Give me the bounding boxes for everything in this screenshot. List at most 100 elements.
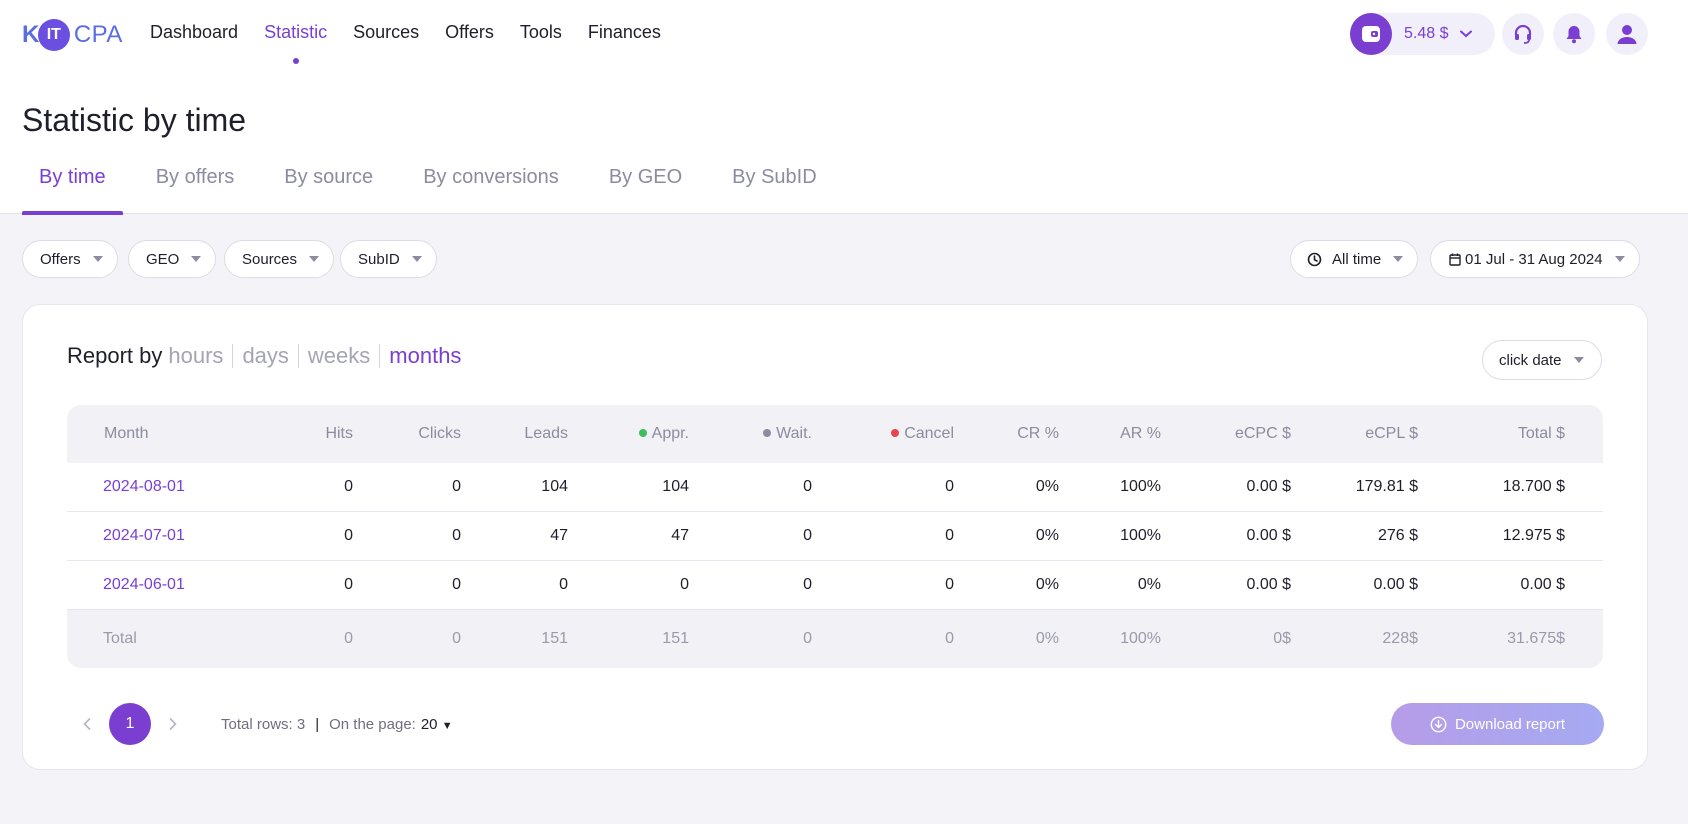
table-cell: 100% [1120, 478, 1161, 495]
month-cell: 2024-06-01 [67, 576, 257, 594]
col-month[interactable]: Month [104, 425, 149, 442]
notifications-button[interactable] [1553, 13, 1595, 55]
total-cell: 31.675$ [1507, 630, 1565, 647]
page-1-button[interactable]: 1 [109, 703, 151, 745]
period-filter[interactable]: All time [1290, 240, 1419, 278]
col-leads[interactable]: Leads [524, 425, 568, 442]
col-ecpc[interactable]: eCPC $ [1234, 425, 1291, 442]
divider [379, 344, 381, 368]
tab-by-source[interactable]: By source [284, 166, 374, 188]
nav-offers[interactable]: Offers [445, 22, 494, 42]
kitcpa-logo[interactable]: K IT CPA [22, 18, 123, 52]
table-cell: 18.700 $ [1502, 478, 1565, 495]
report-option-days[interactable]: days [242, 343, 289, 368]
date-type-select[interactable]: click date [1482, 340, 1602, 380]
table-cell: 0 [452, 576, 461, 593]
nav-dashboard[interactable]: Dashboard [150, 22, 239, 42]
bell-icon [1566, 26, 1582, 44]
wallet-balance-button[interactable]: 5.48 $ [1350, 13, 1495, 55]
caret-down-icon [92, 256, 103, 262]
total-cell: 0 [945, 630, 954, 647]
support-button[interactable] [1502, 13, 1544, 55]
total-cell: 151 [541, 630, 568, 647]
col-cr[interactable]: CR % [1017, 425, 1059, 442]
approved-status-dot [638, 429, 647, 437]
per-page-label: On the page: [329, 715, 416, 733]
nav-tools[interactable]: Tools [519, 22, 562, 42]
per-page-select[interactable]: 20 ▼ [421, 716, 453, 733]
cancel-status-dot [891, 429, 900, 437]
table-cell: 104 [541, 478, 568, 495]
nav-statistic[interactable]: Statistic [264, 22, 328, 64]
col-total[interactable]: Total $ [1517, 425, 1565, 442]
table-cell: 0% [1035, 478, 1059, 495]
tab-by-geo[interactable]: By GEO [608, 166, 683, 188]
tab-by-subid[interactable]: By SubID [732, 166, 817, 188]
col-waiting[interactable]: Wait. [689, 425, 812, 443]
month-link[interactable]: 2024-07-01 [103, 527, 185, 544]
rows-info: Total rows: 3 | On the page: 20 ▼ [221, 716, 453, 733]
geo-filter[interactable]: GEO [128, 240, 217, 278]
month-cell: 2024-08-01 [67, 478, 257, 496]
total-cell: 151 [662, 630, 689, 647]
table-cell: 0% [1137, 576, 1161, 593]
nav-finances[interactable]: Finances [587, 22, 661, 42]
geo-filter-label: GEO [146, 250, 180, 268]
month-link[interactable]: 2024-08-01 [103, 478, 185, 495]
tab-by-conversions[interactable]: By conversions [423, 166, 559, 188]
subid-filter-label: SubID [358, 250, 400, 268]
col-cancel-label: Cancel [904, 425, 954, 442]
col-ecpl[interactable]: eCPL $ [1365, 425, 1418, 442]
total-label: Total [103, 630, 137, 647]
report-option-months[interactable]: months [389, 343, 462, 368]
col-approved[interactable]: Appr. [568, 425, 689, 443]
table-row: 2024-07-01 0 0 47 47 0 0 0% 100% 0.00 $ … [67, 512, 1603, 561]
total-cell: 0 [803, 630, 812, 647]
table-cell: 276 $ [1377, 527, 1418, 544]
month-link[interactable]: 2024-06-01 [103, 576, 185, 593]
table-cell: 0 [803, 478, 812, 495]
col-clicks[interactable]: Clicks [418, 425, 461, 442]
tab-by-offers[interactable]: By offers [155, 166, 235, 188]
top-header: K IT CPA Dashboard Statistic Sources Off… [0, 0, 1688, 215]
prev-page-button[interactable] [67, 703, 107, 745]
divider [297, 344, 299, 368]
table-cell: 0% [1035, 527, 1059, 544]
sources-filter[interactable]: Sources [224, 240, 335, 278]
profile-button[interactable] [1606, 13, 1648, 55]
nav-sources[interactable]: Sources [353, 22, 420, 42]
user-icon [1617, 25, 1637, 44]
table-cell: 12.975 $ [1502, 527, 1565, 544]
table-cell: 0 [680, 576, 689, 593]
caret-down-icon: ▼ [441, 719, 453, 732]
table-cell: 0 [803, 527, 812, 544]
col-hits[interactable]: Hits [325, 425, 353, 442]
divider: | [315, 715, 320, 733]
offers-filter-label: Offers [40, 250, 81, 268]
table-row: 2024-08-01 0 0 104 104 0 0 0% 100% 0.00 … [67, 463, 1603, 512]
logo-circle: IT [37, 19, 70, 51]
table-cell: 179.81 $ [1355, 478, 1418, 495]
col-waiting-label: Wait. [776, 425, 812, 442]
caret-down-icon [191, 256, 202, 262]
col-ar[interactable]: AR % [1120, 425, 1161, 442]
table-row: 2024-06-01 0 0 0 0 0 0 0% 0% 0.00 $ 0.00… [67, 561, 1603, 610]
statistics-table: Month Hits Clicks Leads Appr. Wait. Canc… [67, 405, 1603, 668]
next-page-button[interactable] [153, 703, 193, 745]
download-report-button[interactable]: Download report [1391, 703, 1604, 745]
report-option-hours[interactable]: hours [168, 343, 224, 368]
table-cell: 0.00 $ [1373, 576, 1418, 593]
table-cell: 47 [671, 527, 689, 544]
report-option-weeks[interactable]: weeks [307, 343, 371, 368]
chevron-left-icon [83, 718, 91, 730]
date-range-filter[interactable]: 01 Jul - 31 Aug 2024 [1430, 240, 1640, 278]
col-cancel[interactable]: Cancel [812, 425, 954, 443]
subid-filter[interactable]: SubID [340, 240, 437, 278]
table-cell: 100% [1120, 527, 1161, 544]
offers-filter[interactable]: Offers [22, 240, 118, 278]
tab-by-time[interactable]: By time [22, 160, 123, 215]
table-total-row: Total 0 0 151 151 0 0 0% 100% 0$ 228$ 31… [67, 610, 1603, 668]
main-nav: Dashboard Statistic Sources Offers Tools… [150, 20, 687, 64]
caret-down-icon [309, 256, 320, 262]
table-cell: 0 [344, 478, 353, 495]
